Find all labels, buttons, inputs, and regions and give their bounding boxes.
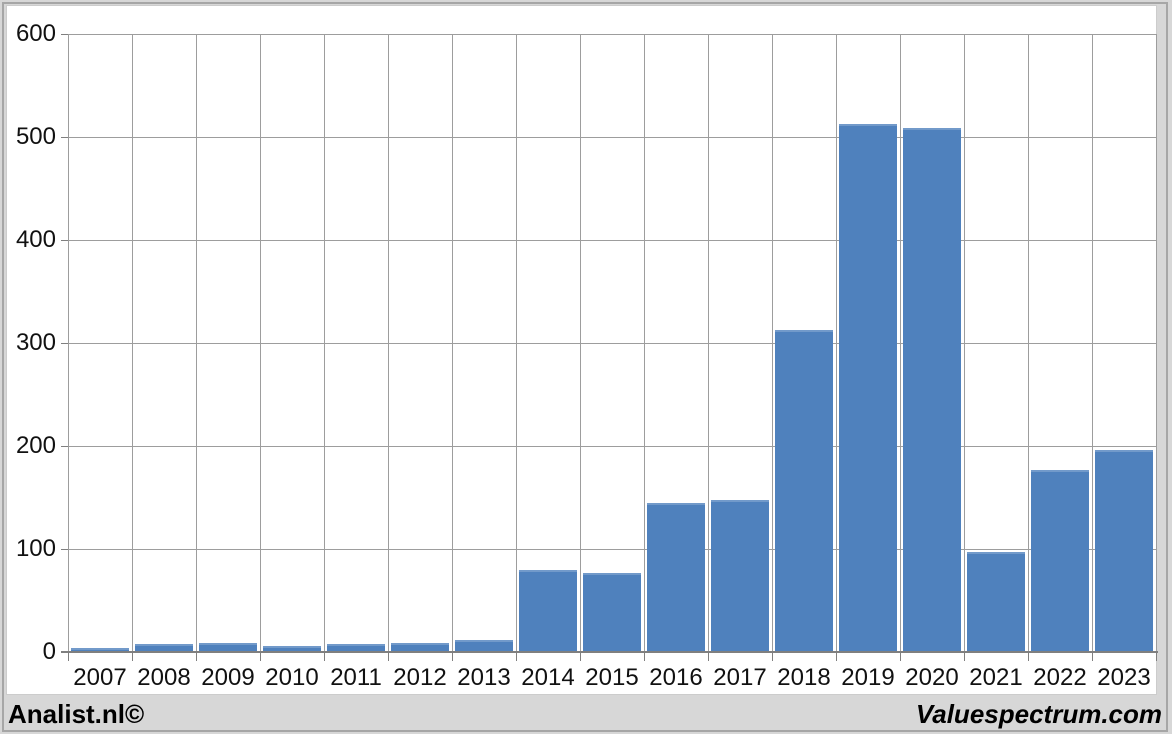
y-axis-label-400: 400 <box>15 226 56 253</box>
y-tick-100 <box>61 548 68 550</box>
y-tick-0 <box>61 651 68 653</box>
gridline-x-boundary-8 <box>579 34 581 652</box>
gridline-x-boundary-4 <box>323 34 325 652</box>
bar-2016 <box>647 502 705 652</box>
x-axis-label-2017: 2017 <box>713 664 767 691</box>
analist-credit-label: Analist.nl© <box>8 699 145 729</box>
gridline-y-100 <box>68 548 1156 550</box>
x-axis-line <box>61 651 1158 653</box>
x-axis-label-2019: 2019 <box>841 664 895 691</box>
x-tick-8 <box>579 653 581 661</box>
x-axis-label-2009: 2009 <box>201 664 255 691</box>
x-tick-15 <box>1027 653 1029 661</box>
gridline-x-boundary-13 <box>899 34 901 652</box>
y-axis-label-300: 300 <box>15 329 56 356</box>
bar-2012 <box>391 642 449 652</box>
gridline-y-600 <box>68 33 1156 35</box>
x-axis-label-2016: 2016 <box>649 664 703 691</box>
bar-2013 <box>455 639 513 652</box>
bar-2010 <box>263 645 321 652</box>
x-tick-1 <box>131 653 133 661</box>
bar-2018 <box>775 329 833 652</box>
x-axis-label-2012: 2012 <box>393 664 447 691</box>
x-tick-9 <box>643 653 645 661</box>
gridline-y-300 <box>68 342 1156 344</box>
x-tick-7 <box>515 653 517 661</box>
bar-2014 <box>519 569 577 652</box>
bar-2019 <box>839 123 897 652</box>
bar-2007 <box>71 647 129 652</box>
valuespectrum-credit-label: Valuespectrum.com <box>915 699 1162 729</box>
x-tick-2 <box>195 653 197 661</box>
gridline-x-boundary-5 <box>387 34 389 652</box>
x-tick-4 <box>323 653 325 661</box>
y-tick-300 <box>61 342 68 344</box>
x-axis-label-2008: 2008 <box>137 664 191 691</box>
gridline-y-500 <box>68 136 1156 138</box>
y-axis-label-100: 100 <box>15 535 56 562</box>
x-axis-label-2014: 2014 <box>521 664 575 691</box>
bar-2008 <box>135 643 193 652</box>
x-tick-14 <box>963 653 965 661</box>
x-tick-17 <box>1155 653 1157 661</box>
y-axis-label-500: 500 <box>15 123 56 150</box>
gridline-x-boundary-14 <box>963 34 965 652</box>
gridline-x-boundary-1 <box>131 34 133 652</box>
y-tick-400 <box>61 239 68 241</box>
x-tick-3 <box>259 653 261 661</box>
bar-2020 <box>903 127 961 652</box>
gridline-x-boundary-9 <box>643 34 645 652</box>
bar-2022 <box>1031 469 1089 652</box>
chart-panel: 0 100 200 300 400 500 600 2007 2008 2009 2010 2011… <box>6 5 1158 695</box>
x-axis-label-2020: 2020 <box>905 664 959 691</box>
x-tick-13 <box>899 653 901 661</box>
gridline-x-boundary-10 <box>707 34 709 652</box>
x-tick-10 <box>707 653 709 661</box>
gridline-x-boundary-3 <box>259 34 261 652</box>
gridline-x-boundary-15 <box>1027 34 1029 652</box>
x-tick-0 <box>67 653 69 661</box>
x-axis-label-2013: 2013 <box>457 664 511 691</box>
gridline-y-200 <box>68 445 1156 447</box>
gridline-x-boundary-2 <box>195 34 197 652</box>
x-tick-11 <box>771 653 773 661</box>
x-axis-label-2021: 2021 <box>969 664 1023 691</box>
gridline-x-boundary-17 <box>1155 34 1157 652</box>
gridline-y-400 <box>68 239 1156 241</box>
x-axis-label-2011: 2011 <box>330 664 382 691</box>
gridline-x-boundary-0 <box>67 34 69 652</box>
x-tick-16 <box>1091 653 1093 661</box>
bar-2017 <box>711 499 769 652</box>
y-tick-600 <box>61 33 68 35</box>
x-axis-label-2007: 2007 <box>73 664 127 691</box>
y-tick-500 <box>61 136 68 138</box>
x-tick-6 <box>451 653 453 661</box>
y-axis-label-0: 0 <box>42 638 56 665</box>
x-tick-5 <box>387 653 389 661</box>
gridline-x-boundary-11 <box>771 34 773 652</box>
bar-2015 <box>583 572 641 652</box>
y-axis-label-600: 600 <box>15 20 56 47</box>
x-axis-label-2018: 2018 <box>777 664 831 691</box>
gridline-x-boundary-6 <box>451 34 453 652</box>
y-axis-label-200: 200 <box>15 432 56 459</box>
y-tick-200 <box>61 445 68 447</box>
x-axis-label-2023: 2023 <box>1097 664 1151 691</box>
bar-2011 <box>327 643 385 652</box>
x-axis-label-2022: 2022 <box>1033 664 1087 691</box>
gridline-x-boundary-12 <box>835 34 837 652</box>
gridline-x-boundary-7 <box>515 34 517 652</box>
x-axis-label-2010: 2010 <box>265 664 319 691</box>
gridline-x-boundary-16 <box>1091 34 1093 652</box>
bar-2021 <box>967 552 1025 652</box>
plot-area: 0 100 200 300 400 500 600 2007 2008 2009 2010 2011… <box>16 20 1158 691</box>
x-axis-label-2015: 2015 <box>585 664 639 691</box>
bar-2023 <box>1095 450 1153 652</box>
x-tick-12 <box>835 653 837 661</box>
bar-2009 <box>199 642 257 652</box>
